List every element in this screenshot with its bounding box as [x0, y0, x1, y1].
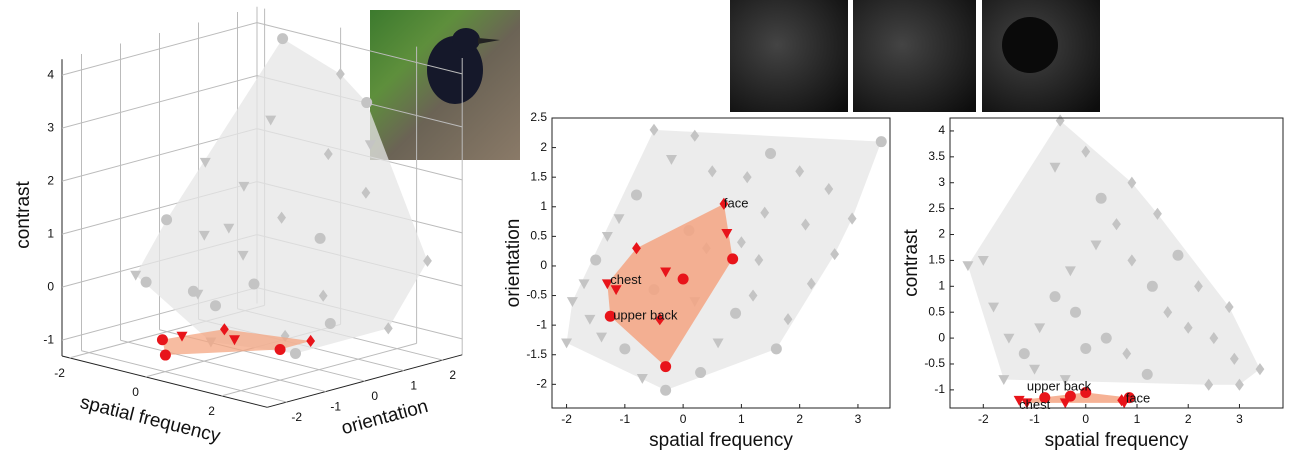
- grid-line: [82, 351, 287, 402]
- x-tick-label: 1: [1134, 412, 1141, 426]
- z-tick-label: -1: [43, 332, 54, 346]
- point: [730, 308, 741, 319]
- point: [727, 253, 738, 264]
- x-tick-label: -2: [561, 412, 572, 426]
- annotation: upper back: [613, 308, 678, 323]
- point: [1101, 333, 1112, 344]
- z-tick-label: 0: [47, 279, 54, 293]
- point: [161, 214, 172, 225]
- point: [876, 136, 887, 147]
- point: [1070, 307, 1081, 318]
- y-tick-label: -0.5: [924, 356, 945, 370]
- point: [771, 343, 782, 354]
- point: [157, 334, 168, 345]
- x-axis-label: spatial frequency: [649, 430, 793, 451]
- point: [1019, 348, 1030, 359]
- x-tick-label: 2: [1185, 412, 1192, 426]
- figure: -101234-202-2-1012spatial frequencyorien…: [0, 0, 1294, 454]
- bird-head: [452, 28, 480, 52]
- x-tick-label: -1: [1029, 412, 1040, 426]
- annotation: chest: [610, 272, 641, 287]
- y-tick-label: -1.5: [526, 347, 547, 361]
- point: [765, 148, 776, 159]
- y-axis-label: orientation: [503, 219, 524, 308]
- y-tick-label: 1.5: [530, 169, 547, 183]
- y-tick-label: 3.5: [928, 149, 945, 163]
- point: [315, 233, 326, 244]
- point: [631, 189, 642, 200]
- point: [1142, 369, 1153, 380]
- x-tick-label: 3: [1236, 412, 1243, 426]
- texture-patch: [853, 0, 976, 112]
- y-tick-label: 0.5: [530, 229, 547, 243]
- point: [660, 361, 671, 372]
- y-tick-label: 2.5: [928, 201, 945, 215]
- x-tick-label: -1: [620, 412, 631, 426]
- z-axis-label: contrast: [13, 180, 34, 248]
- y-tick-label: -1: [330, 400, 341, 414]
- x-tick-label: -2: [54, 366, 65, 380]
- y-tick-label: -1: [934, 382, 945, 396]
- point: [590, 255, 601, 266]
- y-tick-label: 0: [938, 330, 945, 344]
- point: [678, 273, 689, 284]
- texture-patch: [730, 0, 848, 112]
- x-axis-label: spatial frequency: [78, 392, 223, 447]
- annotation: face: [1126, 391, 1151, 406]
- y-tick-label: -2: [536, 376, 547, 390]
- y-tick-label: 2: [449, 368, 456, 382]
- point: [160, 350, 171, 361]
- x-axis-label: spatial frequency: [1045, 430, 1189, 451]
- y-tick-label: 2: [938, 227, 945, 241]
- y-axis-label: contrast: [901, 228, 922, 296]
- z-tick-label: 1: [47, 226, 54, 240]
- point: [277, 33, 288, 44]
- y-tick-label: 0: [540, 258, 547, 272]
- point: [141, 277, 152, 288]
- y-tick-label: 3: [938, 175, 945, 189]
- z-tick-label: 4: [47, 67, 54, 81]
- point: [210, 300, 221, 311]
- y-tick-label: 1: [540, 199, 547, 213]
- point: [695, 367, 706, 378]
- y-tick-label: 4: [938, 123, 945, 137]
- y-tick-label: 2.5: [530, 110, 547, 124]
- point: [249, 279, 260, 290]
- y-axis-label: orientation: [339, 396, 430, 439]
- y-tick-label: 0: [371, 389, 378, 403]
- x-tick-label: -2: [978, 412, 989, 426]
- x-tick-label: 2: [208, 404, 215, 418]
- x-tick-label: 0: [132, 385, 139, 399]
- y-tick-label: -1: [536, 317, 547, 331]
- annotation: face: [724, 195, 749, 210]
- annotation: upper back: [1027, 379, 1092, 394]
- y-tick-label: 1: [410, 379, 417, 393]
- y-tick-label: -0.5: [526, 288, 547, 302]
- x-tick-label: 3: [855, 412, 862, 426]
- z-tick-label: 3: [47, 120, 54, 134]
- x-tick-label: 2: [796, 412, 803, 426]
- point: [275, 344, 286, 355]
- point: [361, 97, 372, 108]
- point: [1172, 250, 1183, 261]
- x-tick-label: 0: [1082, 412, 1089, 426]
- y-tick-label: -2: [291, 410, 302, 424]
- y-tick-label: 1.5: [928, 253, 945, 267]
- point: [1096, 193, 1107, 204]
- point: [325, 318, 336, 329]
- y-tick-label: 2: [540, 140, 547, 154]
- point: [1147, 281, 1158, 292]
- point: [1080, 343, 1091, 354]
- z-tick-label: 2: [47, 173, 54, 187]
- point: [660, 385, 671, 396]
- y-tick-label: 1: [938, 278, 945, 292]
- x-tick-label: 1: [738, 412, 745, 426]
- point: [1050, 291, 1061, 302]
- texture-eye: [1002, 17, 1058, 73]
- point: [619, 343, 630, 354]
- x-tick-label: 0: [680, 412, 687, 426]
- y-tick-label: 0.5: [928, 304, 945, 318]
- point: [290, 348, 301, 359]
